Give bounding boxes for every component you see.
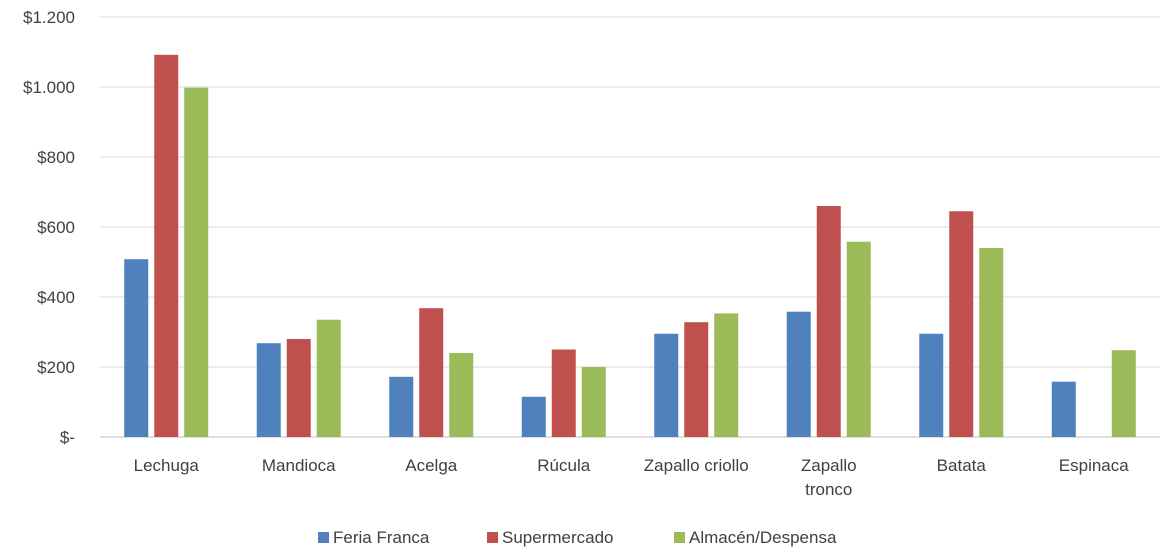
legend: Feria Franca Supermercado Almacén/Despensa	[318, 528, 837, 547]
bar-almac-n-despensa-3	[581, 367, 606, 437]
bar-supermercado-5	[816, 206, 841, 437]
bar-supermercado-2	[419, 308, 444, 437]
category-label: Batata	[937, 456, 987, 475]
bar-supermercado-4	[684, 322, 709, 437]
y-tick-label: $1.200	[23, 8, 75, 27]
y-tick-label: $800	[37, 148, 75, 167]
bar-almac-n-despensa-4	[714, 313, 739, 437]
bar-supermercado-0	[154, 54, 179, 438]
bar-feria-franca-5	[786, 311, 811, 437]
bar-almac-n-despensa-6	[979, 248, 1004, 437]
category-label: Mandioca	[262, 456, 336, 475]
bars	[124, 54, 1136, 438]
legend-label: Almacén/Despensa	[689, 528, 837, 547]
legend-swatch	[674, 532, 685, 543]
bar-almac-n-despensa-1	[316, 319, 341, 437]
category-label: Lechuga	[134, 456, 200, 475]
y-tick-label: $400	[37, 288, 75, 307]
y-tick-label: $-	[60, 428, 75, 447]
bar-almac-n-despensa-2	[449, 353, 474, 437]
category-label: Zapallo criollo	[644, 456, 749, 475]
legend-label: Supermercado	[502, 528, 614, 547]
bar-supermercado-6	[949, 211, 974, 437]
category-label: Espinaca	[1059, 456, 1129, 475]
bar-supermercado-3	[551, 349, 576, 437]
y-tick-label: $1.000	[23, 78, 75, 97]
bar-almac-n-despensa-5	[846, 241, 871, 437]
bar-almac-n-despensa-7	[1111, 350, 1136, 437]
category-label: Rúcula	[537, 456, 590, 475]
bar-feria-franca-7	[1051, 381, 1076, 437]
y-tick-label: $200	[37, 358, 75, 377]
bar-feria-franca-0	[124, 259, 149, 437]
y-axis-tick-labels: $- $200 $400 $600 $800 $1.000 $1.200	[23, 8, 75, 447]
x-axis-category-labels: Lechuga Mandioca Acelga Rúcula Zapallo criol…	[134, 456, 1130, 499]
bar-feria-franca-1	[256, 343, 281, 437]
bar-supermercado-1	[286, 339, 311, 437]
category-label: Zapallo tronco	[801, 456, 857, 499]
bar-feria-franca-2	[389, 376, 414, 437]
bar-feria-franca-3	[521, 396, 546, 437]
legend-swatch	[487, 532, 498, 543]
legend-label: Feria Franca	[333, 528, 430, 547]
bar-feria-franca-4	[654, 333, 679, 437]
bar-feria-franca-6	[919, 333, 944, 437]
bar-almac-n-despensa-0	[184, 87, 209, 437]
y-tick-label: $600	[37, 218, 75, 237]
category-label: Acelga	[405, 456, 458, 475]
legend-swatch	[318, 532, 329, 543]
